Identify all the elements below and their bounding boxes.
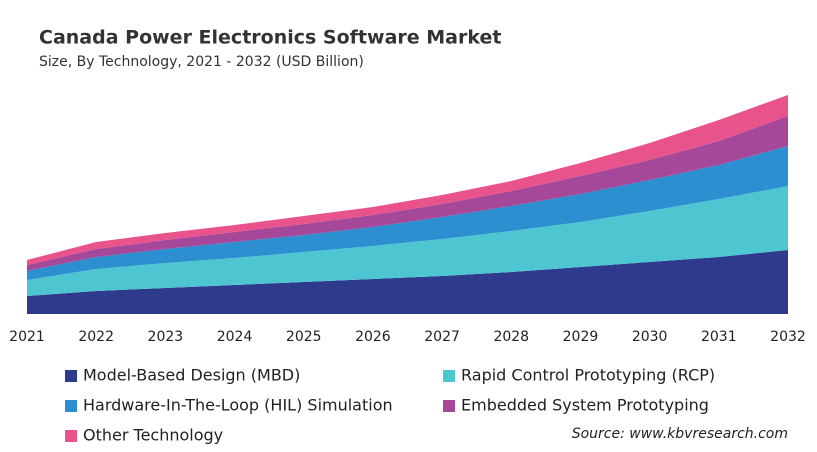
x-tick-label: 2032 [770,329,806,345]
legend-label: Other Technology [83,426,223,445]
legend-label: Embedded System Prototyping [461,396,709,415]
x-tick-label: 2027 [424,329,460,345]
x-tick-label: 2030 [632,329,668,345]
x-tick-label: 2028 [493,329,529,345]
legend-label: Hardware-In-The-Loop (HIL) Simulation [83,396,393,415]
x-tick-label: 2025 [286,329,322,345]
x-tick-label: 2026 [355,329,391,345]
x-tick-label: 2024 [217,329,253,345]
legend-swatch [443,400,455,412]
area [27,186,788,296]
x-tick-label: 2023 [148,329,184,345]
x-tick-label: 2029 [563,329,599,345]
x-tick-label: 2022 [78,329,114,345]
legend-label: Rapid Control Prototyping (RCP) [461,366,715,385]
area [27,95,788,265]
x-tick-label: 2031 [701,329,737,345]
legend-swatch [65,430,77,442]
area [27,250,788,314]
area [27,146,788,280]
chart-title: Canada Power Electronics Software Market [39,27,501,49]
legend-swatch [65,370,77,382]
legend-swatch [65,400,77,412]
legend-swatch [443,370,455,382]
legend-label: Model-Based Design (MBD) [83,366,300,385]
area [27,116,788,271]
x-tick-label: 2021 [9,329,45,345]
source: Source: www.kbvresearch.com [572,426,788,442]
chart-subtitle: Size, By Technology, 2021 - 2032 (USD Bi… [39,54,364,70]
